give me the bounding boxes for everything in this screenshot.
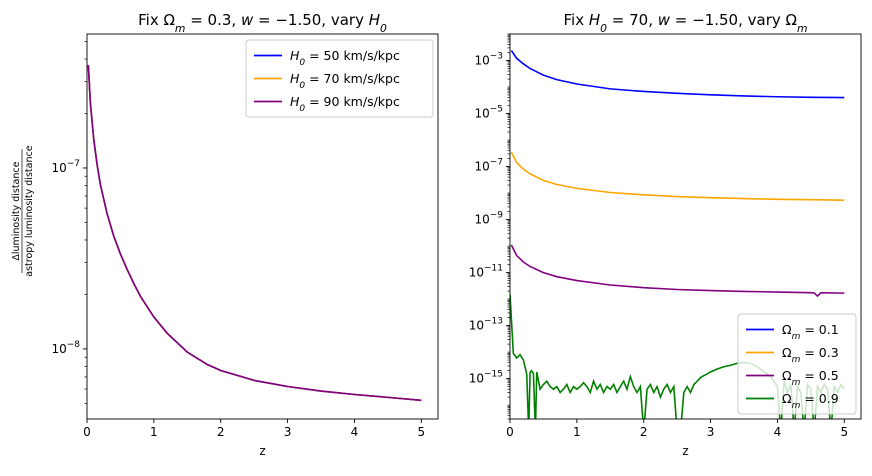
series-line-1 <box>510 151 845 201</box>
legend: H0 = 50 km/s/kpc H0 = 70 km/s/kpc H0 = 90 … <box>245 39 434 118</box>
legend-label: H0 = 70 km/s/kpc <box>290 71 400 91</box>
y-tick-label: 10−5 <box>474 105 503 121</box>
y-label-numerator: Δluminosity distance <box>11 161 22 260</box>
x-tick-label: 2 <box>217 425 225 439</box>
legend-label: H0 = 50 km/s/kpc <box>290 48 400 68</box>
series-line-0 <box>510 49 845 99</box>
y-axis-label: Δluminosity distance astropy luminosity d… <box>11 145 35 276</box>
legend-label: Ωm = 0.9 <box>782 391 839 411</box>
y-tick-label: 10−8 <box>51 340 80 356</box>
series-line-2 <box>510 244 845 298</box>
chart-title: Fix Ωm = 0.3, w = −1.50, vary H0 <box>138 11 387 35</box>
y-label-denominator: astropy luminosity distance <box>24 145 35 276</box>
legend-box <box>737 313 857 415</box>
left-chart: 0 1 2 3 4 5 10−8 10−7 Fix Ωm = 0.3, w = −1.50, v… <box>11 11 439 458</box>
x-tick-label: 1 <box>573 425 581 439</box>
legend-label: Ωm = 0.5 <box>782 368 839 388</box>
y-tick-label: 10−7 <box>474 158 503 174</box>
series-line-2 <box>87 65 422 402</box>
legend: Ωm = 0.1 Ωm = 0.3 Ωm = 0.5 Ωm = 0.9 <box>737 313 857 415</box>
x-tick-label: 0 <box>83 425 91 439</box>
y-tick-label: 10−15 <box>469 370 503 386</box>
x-tick-label: 1 <box>150 425 158 439</box>
x-axis-label: z <box>259 444 265 458</box>
right-chart: 0 1 2 3 4 5 10−15 10−13 10−11 10−9 10−7 10−5 10−3 Fix… <box>469 11 862 458</box>
x-tick-label: 5 <box>417 425 425 439</box>
legend-label: Ωm = 0.1 <box>782 322 839 342</box>
y-tick-label: 10−13 <box>469 317 503 333</box>
plot-area <box>87 65 422 402</box>
x-tick-label: 4 <box>351 425 359 439</box>
x-tick-label: 0 <box>506 425 514 439</box>
chart-title: Fix H0 = 70, w = −1.50, vary Ωm <box>563 11 807 35</box>
y-tick-label: 10−9 <box>474 211 503 227</box>
legend-label: H0 = 90 km/s/kpc <box>290 94 400 114</box>
y-tick-label: 10−3 <box>474 52 503 68</box>
x-tick-label: 4 <box>774 425 782 439</box>
x-tick-label: 5 <box>840 425 848 439</box>
y-tick-label: 10−11 <box>469 264 503 280</box>
legend-label: Ωm = 0.3 <box>782 345 839 365</box>
legend-box <box>245 39 434 118</box>
x-axis-label: z <box>682 444 688 458</box>
axes-frame <box>86 33 439 420</box>
x-tick-label: 2 <box>640 425 648 439</box>
axes-frame <box>509 33 862 420</box>
y-tick-label: 10−7 <box>51 159 80 175</box>
x-tick-label: 3 <box>284 425 292 439</box>
x-tick-label: 3 <box>707 425 715 439</box>
